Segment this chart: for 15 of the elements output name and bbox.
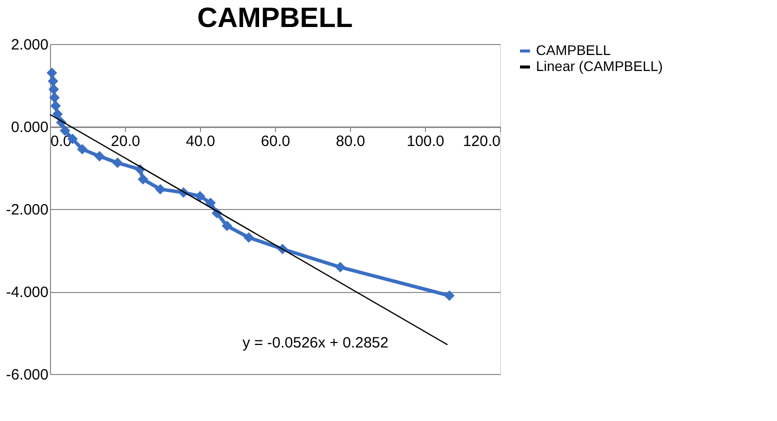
x-tick-label: 40.0 [186,133,216,150]
x-tick-label: 120.0 [462,133,500,150]
legend-label: CAMPBELL [536,42,611,58]
x-tick-label: 100.0 [406,133,444,150]
y-tick-label: 0.000 [10,119,48,136]
y-tick-label: -2.000 [6,202,48,218]
annotation: y = -0.0526x + 0.2852 [242,334,388,352]
x-tick-label: 80.0 [336,133,366,150]
y-tick-label: 2.000 [10,36,48,54]
x-tick-label: 20.0 [110,133,140,150]
chart-title: CAMPBELL [197,2,353,33]
x-tick-label: 60.0 [260,133,290,150]
y-tick-label: -4.000 [6,284,48,301]
legend-label: Linear (CAMPBELL) [536,58,663,74]
y-tick-label: -6.000 [6,366,48,384]
